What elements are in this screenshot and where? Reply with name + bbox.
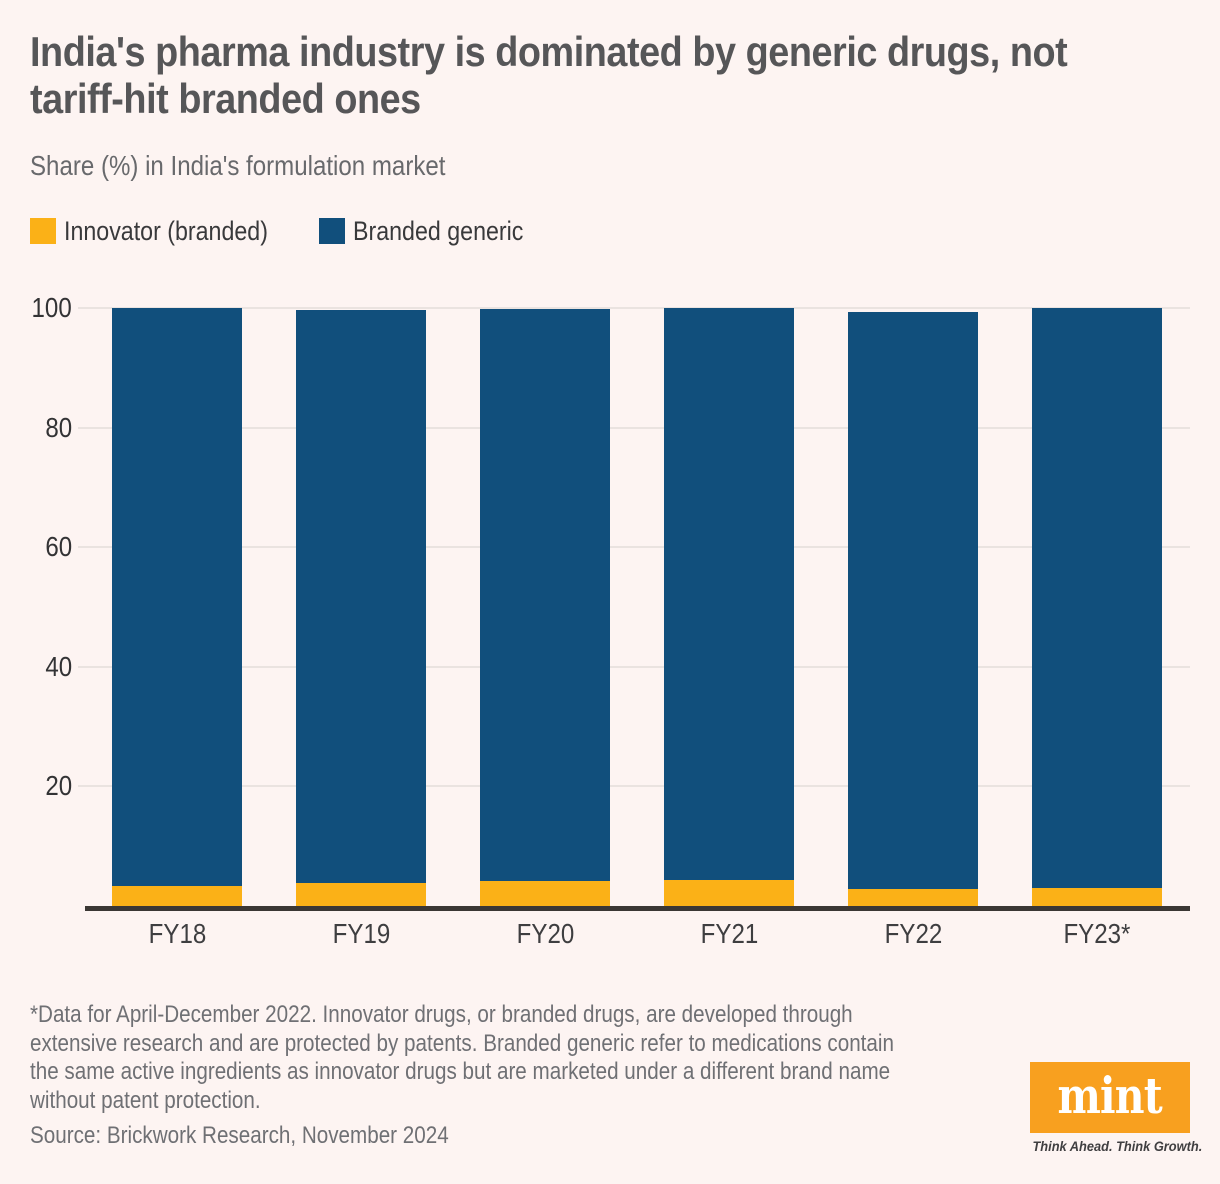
x-axis-label-FY21: FY21 [700,918,758,949]
segment-branded-generic [480,308,610,882]
mint-logo: mint [1030,1062,1190,1133]
mint-tagline: Think Ahead. Think Growth. [1032,1139,1203,1154]
footnote-line: without patent protection. [30,1086,261,1114]
gridline-80 [78,426,1190,429]
legend-label-innovator: Innovator (branded) [64,215,268,246]
y-axis-label-20: 20 [45,770,72,802]
bar-FY19 [296,309,426,906]
segment-innovator [480,881,610,906]
legend-swatch-branded-generic-icon [319,218,346,244]
y-axis-label-40: 40 [45,650,72,682]
legend-item-branded-generic: Branded generic [319,216,551,247]
segment-branded-generic [664,308,794,881]
x-axis-label-FY23: FY23* [1063,918,1131,949]
source-attribution: Source: Brickwork Research, November 202… [30,1122,449,1149]
y-axis-label-100: 100 [31,292,72,323]
x-axis-label-FY20: FY20 [516,918,574,949]
segment-innovator [664,880,794,906]
y-axis-label-60: 60 [45,531,72,563]
chart-title-line-1: India's pharma industry is dominated by … [30,28,1068,75]
segment-innovator [112,885,242,906]
legend-item-innovator: Innovator (branded) [30,216,301,247]
footnote: *Data for April-December 2022. Innovator… [30,1001,1020,1115]
footnote-line: *Data for April-December 2022. Innovator… [30,1001,853,1028]
x-axis-label-FY19: FY19 [332,918,390,949]
chart-title: India's pharma industry is dominated by … [30,28,1210,122]
segment-innovator [296,883,426,906]
x-axis-label-FY18: FY18 [148,918,206,949]
segment-innovator [848,888,978,906]
bar-FY18 [112,308,242,906]
bar-FY20 [480,308,610,906]
gridline-60 [78,546,1190,549]
segment-branded-generic [1032,308,1162,889]
x-axis-label-FY22: FY22 [884,918,942,949]
footnote-line: the same active ingredients as innovator… [30,1058,891,1085]
gridline-40 [78,665,1190,668]
chart-title-line-2: tariff-hit branded ones [30,75,421,122]
legend-label-branded-generic: Branded generic [353,215,524,246]
bar-FY21 [664,308,794,906]
legend-swatch-innovator-icon [30,218,56,244]
x-axis-line [85,906,1190,911]
bar-FY22 [848,312,978,906]
chart-subtitle: Share (%) in India's formulation market [30,150,446,181]
footnote-line: extensive research and are protected by … [30,1029,894,1057]
segment-branded-generic [112,308,242,886]
segment-branded-generic [848,312,978,889]
gridline-20 [78,785,1190,788]
gridline-100 [78,307,1190,309]
segment-innovator [1032,888,1162,906]
chart-legend: Innovator (branded) Branded generic [30,216,569,247]
segment-branded-generic [296,309,426,884]
mint-wordmark: mint [1057,1065,1163,1125]
bar-FY23 [1032,308,1162,906]
y-axis-label-80: 80 [45,411,72,443]
